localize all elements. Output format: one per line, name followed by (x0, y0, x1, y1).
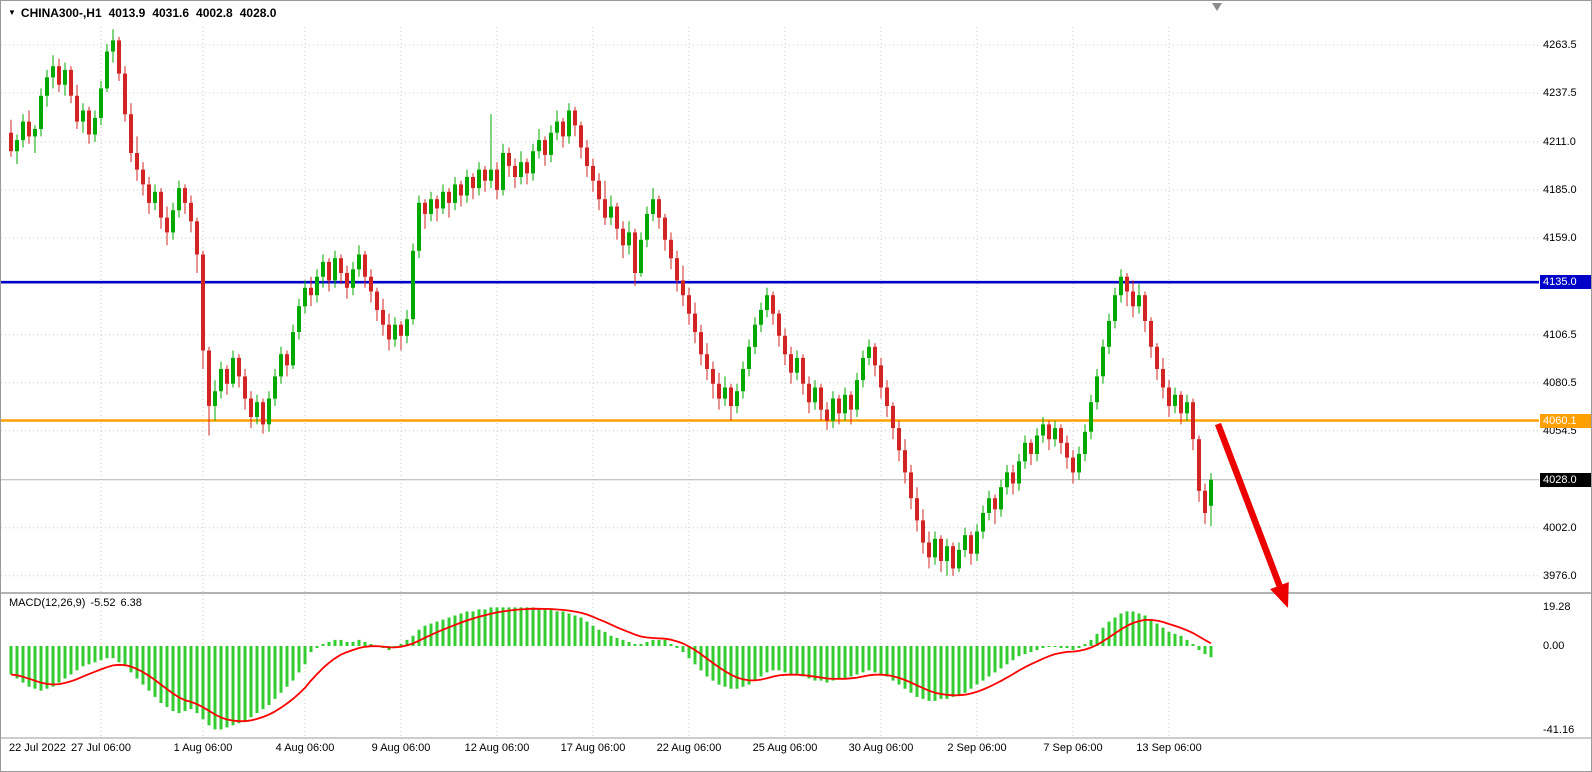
grid-layer (1, 27, 1539, 738)
time-axis-label: 7 Sep 06:00 (1043, 742, 1103, 754)
time-axis-label: 22 Aug 06:00 (656, 742, 722, 754)
ohlc-close-value: 4028.0 (239, 6, 277, 20)
candles-layer (9, 29, 1213, 576)
price-axis-label: 4185.0 (1543, 184, 1577, 196)
price-axis-label: 4054.5 (1543, 425, 1577, 437)
ohlc-high-value: 4031.6 (152, 6, 190, 20)
macd-indicator-label: MACD(12,26,9) -5.52 6.38 (9, 597, 147, 609)
time-axis-label: 25 Aug 06:00 (752, 742, 818, 754)
price-axis-label: 4002.0 (1543, 522, 1577, 534)
time-axis-label: 22 Jul 2022 (9, 742, 66, 754)
price-axis-label: 4237.5 (1543, 87, 1577, 99)
time-axis-label: 4 Aug 06:00 (275, 742, 335, 754)
ohlc-low-value: 4002.8 (196, 6, 233, 20)
last-price-price-badge: 4028.0 (1540, 473, 1591, 487)
macd-signal-line (10, 607, 1212, 723)
price-axis-label: 4159.0 (1543, 232, 1577, 244)
time-axis-label: 9 Aug 06:00 (371, 742, 431, 754)
macd-histogram (9, 607, 1213, 730)
chart-title: ▼ CHINA300-,H1 4013.9 4031.6 4002.8 4028.0 (8, 6, 276, 20)
time-axis-label: 27 Jul 06:00 (71, 742, 131, 754)
time-axis-label: 17 Aug 06:00 (560, 742, 626, 754)
ohlc-open-value: 4013.9 (108, 6, 146, 20)
time-axis-label: 30 Aug 06:00 (848, 742, 914, 754)
chart-shift-marker-icon[interactable] (1212, 3, 1222, 11)
price-axis-label: 4106.5 (1543, 329, 1577, 341)
time-axis-label: 13 Sep 06:00 (1136, 742, 1202, 754)
time-axis-label: 1 Aug 06:00 (173, 742, 233, 754)
time-axis-label: 2 Sep 06:00 (947, 742, 1007, 754)
macd-name: MACD(12,26,9) (9, 597, 86, 609)
price-axis-label: 4263.5 (1543, 39, 1577, 51)
macd-axis-label: 0.00 (1543, 640, 1565, 652)
macd-axis-label: -41.16 (1543, 724, 1575, 736)
collapse-arrow-icon[interactable]: ▼ (8, 8, 16, 17)
price-axis-label: 3976.0 (1543, 570, 1577, 582)
price-axis-label: 4080.5 (1543, 377, 1577, 389)
resistance-price-badge: 4135.0 (1540, 275, 1591, 289)
macd-main-value: -5.52 (90, 597, 116, 609)
macd-axis-label: 19.28 (1543, 601, 1571, 613)
time-axis-label: 12 Aug 06:00 (464, 742, 530, 754)
symbol-period-label: CHINA300-,H1 (20, 6, 102, 20)
macd-signal-value: 6.38 (120, 597, 142, 609)
trend-arrow[interactable] (1214, 422, 1289, 608)
price-axis-label: 4211.0 (1543, 136, 1576, 148)
support-price-badge: 4060.1 (1540, 414, 1591, 428)
